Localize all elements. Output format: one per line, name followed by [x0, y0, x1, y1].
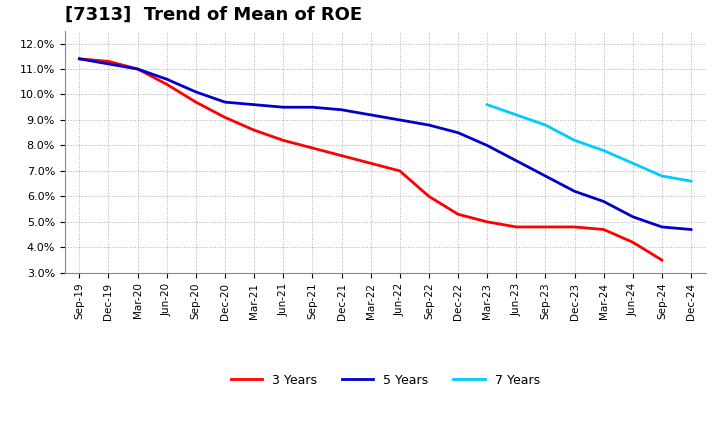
Line: 7 Years: 7 Years [487, 105, 691, 181]
5 Years [454, 130, 462, 136]
5 Years [599, 199, 608, 204]
7 Years [657, 173, 666, 179]
5 Years [163, 77, 171, 82]
5 Years [337, 107, 346, 112]
5 Years [687, 227, 696, 232]
5 Years [657, 224, 666, 230]
3 Years [541, 224, 550, 230]
3 Years [163, 82, 171, 87]
7 Years [541, 122, 550, 128]
5 Years [541, 173, 550, 179]
5 Years [629, 214, 637, 220]
Legend: 3 Years, 5 Years, 7 Years: 3 Years, 5 Years, 7 Years [225, 370, 545, 392]
7 Years [687, 179, 696, 184]
3 Years [366, 161, 375, 166]
5 Years [483, 143, 492, 148]
3 Years [192, 99, 200, 105]
3 Years [599, 227, 608, 232]
3 Years [629, 240, 637, 245]
3 Years [104, 59, 113, 64]
5 Years [133, 66, 142, 72]
Text: [7313]  Trend of Mean of ROE: [7313] Trend of Mean of ROE [65, 6, 362, 24]
3 Years [454, 212, 462, 217]
3 Years [425, 194, 433, 199]
3 Years [512, 224, 521, 230]
3 Years [308, 145, 317, 150]
5 Years [395, 117, 404, 123]
5 Years [425, 122, 433, 128]
5 Years [308, 105, 317, 110]
5 Years [75, 56, 84, 62]
3 Years [570, 224, 579, 230]
5 Years [570, 189, 579, 194]
3 Years [337, 153, 346, 158]
3 Years [657, 257, 666, 263]
3 Years [133, 66, 142, 72]
5 Years [250, 102, 258, 107]
5 Years [104, 61, 113, 66]
3 Years [250, 128, 258, 133]
7 Years [512, 112, 521, 117]
7 Years [483, 102, 492, 107]
7 Years [629, 161, 637, 166]
5 Years [192, 89, 200, 95]
Line: 3 Years: 3 Years [79, 59, 662, 260]
5 Years [220, 99, 229, 105]
5 Years [512, 158, 521, 163]
7 Years [570, 138, 579, 143]
3 Years [75, 56, 84, 62]
3 Years [220, 115, 229, 120]
7 Years [599, 148, 608, 153]
3 Years [279, 138, 287, 143]
5 Years [366, 112, 375, 117]
3 Years [395, 168, 404, 173]
5 Years [279, 105, 287, 110]
3 Years [483, 219, 492, 224]
Line: 5 Years: 5 Years [79, 59, 691, 230]
